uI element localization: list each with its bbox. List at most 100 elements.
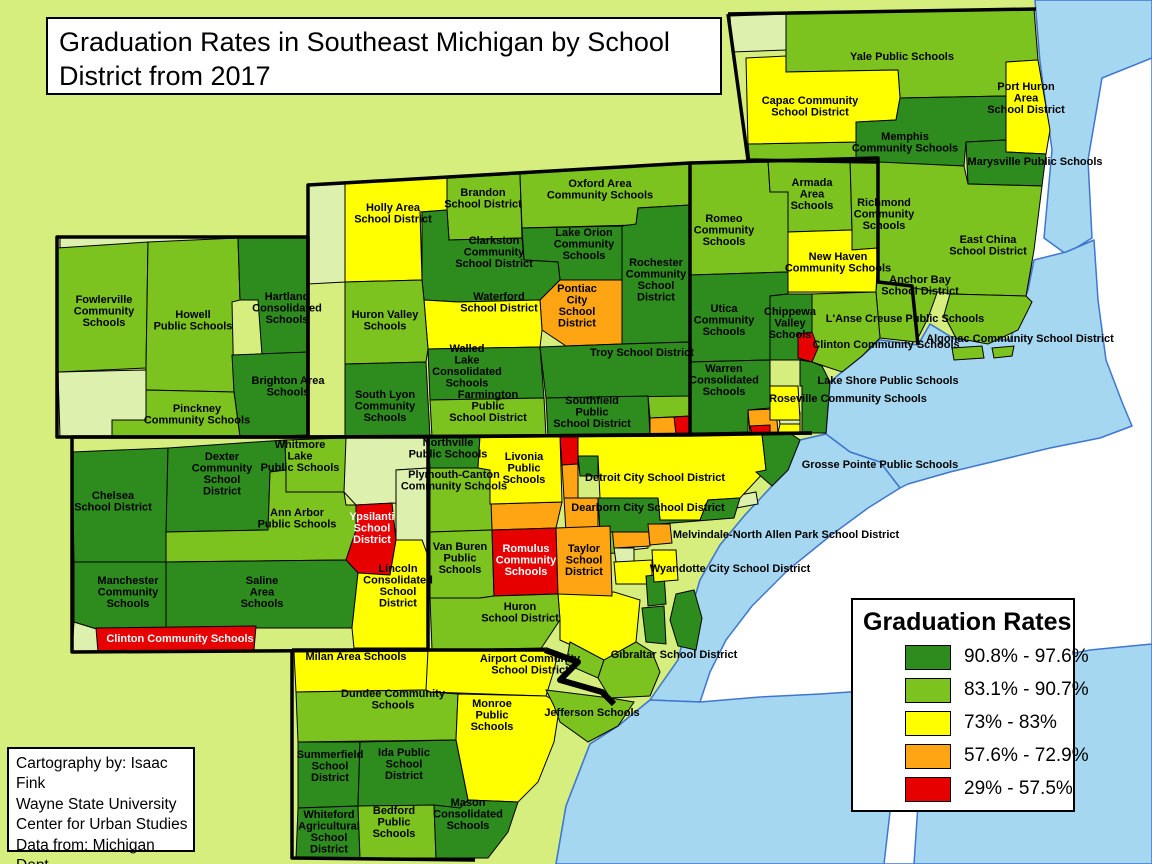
county-border-monroe	[290, 648, 476, 862]
district-label-brandon-school-district: Brandon School District	[444, 187, 522, 211]
district-label-dexter-community-school-district: Dexter Community School District	[192, 451, 253, 498]
legend-swatch-light-green	[905, 677, 951, 703]
district-label-anchor-bay-school-district: Anchor Bay School District	[881, 274, 959, 298]
district-label-taylor-school-district: Taylor School District	[565, 543, 603, 578]
district-label-new-haven-community-schools: New Haven Community Schools	[785, 251, 891, 275]
district-label-l-anse-creuse-public-schools: L'Anse Creuse Public Schools	[826, 313, 985, 325]
district-patch	[647, 395, 691, 419]
district-label-jefferson-schools: Jefferson Schools	[544, 707, 639, 719]
legend-item: 29% - 57.5%	[905, 776, 1073, 802]
district-label-yale-public-schools: Yale Public Schools	[850, 51, 954, 63]
district-label-dundee-community-schools: Dundee Community Schools	[341, 688, 446, 712]
district-label-whiteford-agricultural-school-district: Whiteford Agricultural School District	[298, 809, 360, 856]
district-label-romulus-community-schools: Romulus Community Schools	[496, 543, 557, 578]
district-label-southfield-public-school-district: Southfield Public School District	[553, 395, 631, 430]
district-label-lake-orion-community-schools: Lake Orion Community Schools	[554, 227, 615, 262]
district-label-ypsilanti-school-district: Ypsilanti School District	[349, 511, 394, 546]
legend: Graduation Rates 90.8% - 97.6% 83.1% - 9…	[851, 598, 1089, 812]
district-label-troy-school-district: Troy School District	[590, 347, 694, 359]
district-label-saline-area-schools: Saline Area Schools	[241, 575, 284, 610]
district-label-lincoln-consolidated-school-district: Lincoln Consolidated School District	[363, 563, 433, 610]
district-label-grosse-pointe-public-schools: Grosse Pointe Public Schools	[802, 459, 958, 471]
district-label-utica-community-schools: Utica Community Schools	[694, 303, 755, 338]
district-patch	[673, 415, 691, 435]
district-labels: Fowlerville Community Schools Howell Public …	[74, 51, 1114, 856]
district-label-wyandotte-city-school-district: Wyandotte City School District	[650, 563, 811, 575]
district-label-richmond-community-schools: Richmond Community Schools	[854, 197, 915, 232]
attribution-line: Cartography by: Isaac Fink	[16, 755, 168, 793]
map-title-box: Graduation Rates in Southeast Michigan b…	[46, 17, 722, 95]
district-label-marysville-public-schools: Marysville Public Schools	[967, 156, 1102, 168]
district-label-northville-public-schools: Northville Public Schools	[409, 437, 488, 461]
district-patch	[561, 463, 579, 499]
district-label-huron-valley-schools: Huron Valley Schools	[352, 309, 420, 333]
district-wyandotte-city-school-district	[651, 549, 679, 583]
district-south-lyon-community-schools	[344, 361, 431, 438]
attribution-box: Cartography by: Isaac Fink Wayne State U…	[7, 747, 195, 864]
district-label-lake-shore-public-schools: Lake Shore Public Schools	[817, 375, 958, 387]
district-label-monroe-public-schools: Monroe Public Schools	[471, 698, 514, 733]
district-label-memphis-community-schools: Memphis Community Schools	[852, 131, 958, 155]
district-label-south-lyon-community-schools: South Lyon Community Schools	[355, 389, 416, 424]
district-label-gibraltar-school-district: Gibraltar School District	[611, 649, 738, 661]
district-label-summerfield-school-district: Summerfield School District	[297, 749, 364, 784]
legend-item: 83.1% - 90.7%	[905, 677, 1089, 703]
legend-swatch-orange	[905, 743, 951, 769]
legend-swatch-yellow	[905, 710, 951, 736]
legend-label: 90.8% - 97.6%	[964, 646, 1089, 667]
district-lake-shore-public-schools	[799, 359, 831, 434]
district-label-detroit-city-school-district: Detroit City School District	[585, 472, 725, 484]
district-label-clinton-community-schools: Clinton Community Schools	[812, 339, 959, 351]
legend-label: 57.6% - 72.9%	[964, 745, 1089, 766]
county-border-st-clair	[726, 7, 1037, 164]
district-label-ann-arbor-public-schools: Ann Arbor Public Schools	[258, 507, 337, 531]
district-label-algonac-community-school-district: Algonac Community School District	[926, 333, 1114, 345]
district-algonac-community-school-district	[943, 293, 1033, 345]
district-clinton-community-schools	[797, 331, 819, 363]
district-polygons	[56, 8, 1051, 859]
district-patch	[559, 435, 579, 466]
attribution-line: Data from: Michigan Dept.	[16, 836, 155, 864]
legend-title: Graduation Rates	[863, 608, 1072, 636]
legend-swatch-red	[905, 776, 951, 802]
district-label-farmington-public-school-district: Farmington Public School District	[449, 389, 527, 424]
district-label-holly-area-school-district: Holly Area School District	[354, 202, 432, 226]
district-label-pinckney-community-schools: Pinckney Community Schools	[144, 403, 250, 427]
district-label-livonia-public-schools: Livonia Public Schools	[503, 451, 546, 486]
district-label-east-china-school-district: East China School District	[949, 234, 1027, 258]
district-patch	[991, 345, 1015, 359]
district-label-melvindale-north-allen-park-school-district: Melvindale-North Allen Park School Distr…	[673, 529, 900, 541]
district-label-roseville-community-schools: Roseville Community Schools	[769, 393, 927, 405]
district-patch	[669, 589, 703, 651]
district-label-oxford-area-community-schools: Oxford Area Community Schools	[547, 178, 653, 202]
legend-swatch-dark-green	[905, 644, 951, 670]
district-patch	[729, 13, 787, 53]
district-label-manchester-community-schools: Manchester Community Schools	[97, 575, 159, 610]
district-taylor-school-district	[555, 525, 613, 597]
district-patch	[489, 501, 563, 531]
district-label-chelsea-school-district: Chelsea School District	[74, 490, 152, 514]
district-label-clarkston-community-school-district: Clarkston Community School District	[455, 235, 533, 270]
district-melvindale-north-allen-park-school-district	[647, 523, 673, 546]
district-label-capac-community-school-district: Capac Community School District	[762, 95, 859, 119]
district-label-howell-public-schools: Howell Public Schools	[154, 309, 233, 333]
district-label-chippewa-valley-schools: Chippewa Valley Schools	[764, 306, 817, 341]
legend-label: 29% - 57.5%	[964, 778, 1073, 799]
district-label-milan-area-schools: Milan Area Schools	[305, 651, 406, 663]
district-patch	[307, 182, 346, 285]
district-label-fowlerville-community-schools: Fowlerville Community Schools	[74, 294, 135, 329]
legend-item: 57.6% - 72.9%	[905, 743, 1089, 769]
district-label-waterford-school-district: Waterford School District	[460, 291, 538, 315]
district-gibraltar-school-district	[597, 641, 661, 699]
district-label-van-buren-public-schools: Van Buren Public Schools	[433, 541, 488, 576]
county-border-oakland	[306, 161, 692, 439]
district-label-airport-community-school-district: Airport Community School District	[480, 653, 581, 677]
district-label-walled-lake-consolidated-schools: Walled Lake Consolidated Schools	[432, 343, 502, 390]
attribution-line: Center for Urban Studies	[16, 816, 188, 834]
district-label-huron-school-district: Huron School District	[481, 601, 559, 625]
district-label-whitmore-lake-public-schools: Whitmore Lake Public Schools	[261, 439, 340, 474]
district-label-clinton-community-schools: Clinton Community Schools	[106, 633, 253, 645]
district-label-dearborn-city-school-district: Dearborn City School District	[571, 502, 725, 514]
district-label-bedford-public-schools: Bedford Public Schools	[373, 805, 416, 840]
legend-item: 90.8% - 97.6%	[905, 644, 1089, 670]
